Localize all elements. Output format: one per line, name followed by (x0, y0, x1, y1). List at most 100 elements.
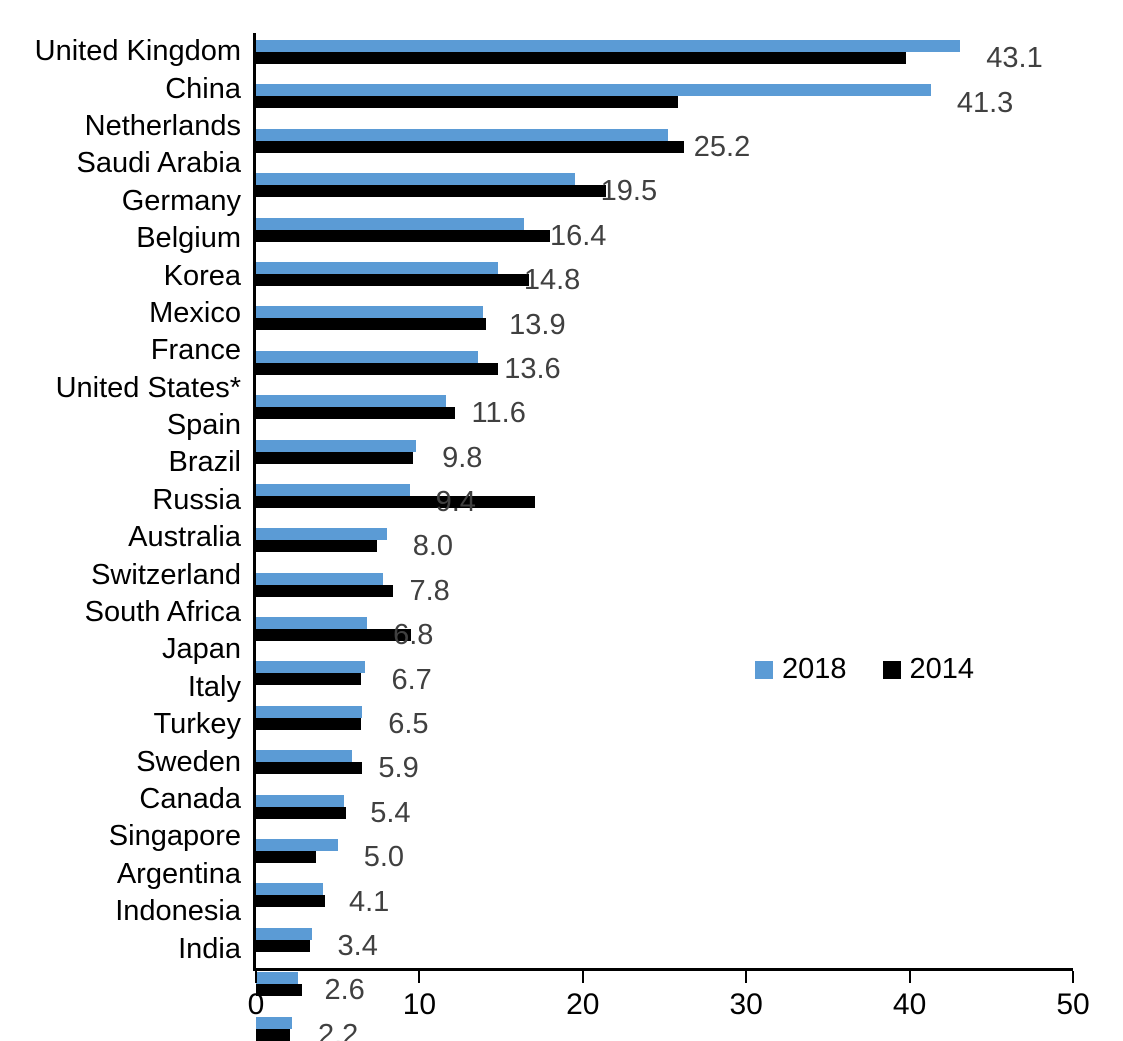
bar-2018 (256, 661, 366, 674)
x-axis-tick-label: 40 (892, 988, 927, 1021)
bar-2018 (256, 306, 484, 319)
category-label: Spain (166, 409, 241, 442)
category-label: India (178, 932, 241, 965)
x-axis-tick-label: 50 (1056, 988, 1090, 1021)
category-label: Germany (121, 184, 241, 217)
legend-swatch-2014 (882, 660, 901, 679)
bar-2014 (256, 273, 529, 286)
data-label: 2.2 (317, 1018, 359, 1041)
data-label: 7.8 (409, 574, 450, 607)
data-label: 14.8 (523, 264, 581, 297)
bar-2014 (256, 939, 310, 952)
category-label: Russia (152, 483, 241, 516)
bar-group-korea: 13.9 (256, 306, 1073, 343)
data-label: 9.8 (442, 441, 483, 474)
bar-2014 (256, 451, 413, 464)
bar-2018 (256, 173, 575, 186)
data-label: 25.2 (693, 130, 751, 163)
bar-2018 (256, 261, 498, 274)
bar-group-united-kingdom: 43.1 (256, 40, 1073, 77)
data-label: 13.9 (509, 308, 566, 341)
bar-2018 (256, 572, 384, 585)
x-axis-tick (255, 971, 257, 983)
category-label: Japan (161, 633, 241, 666)
bar-2018 (256, 395, 446, 408)
bar-2018 (256, 617, 368, 630)
category-label: Indonesia (115, 895, 241, 928)
category-label: United Kingdom (34, 35, 241, 68)
category-label: Italy (187, 670, 241, 703)
category-label: Korea (163, 259, 241, 292)
legend: 2018 2014 (755, 653, 974, 686)
category-label: Brazil (168, 446, 241, 479)
bar-2014 (256, 717, 361, 730)
bar-group-netherlands: 25.2 (256, 128, 1073, 166)
data-label: 9.4 (435, 486, 476, 519)
data-label: 3.4 (337, 930, 378, 962)
bar-2018 (256, 350, 479, 363)
x-axis-tick (581, 971, 584, 983)
category-label: Turkey (153, 708, 241, 741)
bar-2018 (256, 794, 345, 807)
bar-2014 (256, 140, 685, 153)
category-label: Argentina (116, 857, 241, 890)
x-axis-tick-label: 0 (247, 988, 265, 1021)
bar-2018 (256, 883, 323, 896)
legend-item-2018: 2018 (755, 653, 847, 686)
bar-group-germany: 16.4 (256, 217, 1073, 255)
bar-group-italy: 5.4 (256, 794, 1073, 832)
bar-group-argentina: 2.2 (256, 1016, 1073, 1041)
bar-group-china: 41.3 (256, 84, 1073, 121)
category-label: Australia (128, 521, 241, 554)
legend-swatch-2018 (755, 660, 773, 679)
bar-group-singapore: 2.6 (256, 972, 1073, 1009)
data-label: 19.5 (600, 175, 658, 208)
data-label: 5.9 (378, 752, 419, 785)
bar-group-united-states-: 9.8 (256, 439, 1073, 477)
data-label: 41.3 (956, 86, 1014, 119)
bar-2014 (256, 984, 302, 997)
category-label: Belgium (136, 222, 241, 255)
bar-2014 (256, 229, 551, 242)
category-label: Canada (139, 783, 241, 815)
bar-2018 (256, 528, 387, 541)
bar-2018 (256, 483, 410, 496)
bar-group-turkey: 5.0 (256, 839, 1073, 876)
data-label: 13.6 (504, 352, 561, 385)
bar-group-sweden: 4.1 (256, 883, 1073, 920)
data-label: 4.1 (348, 885, 390, 918)
bar-2014 (256, 96, 678, 109)
category-label: Switzerland (91, 558, 241, 591)
bar-2018 (256, 1016, 292, 1029)
category-axis: United Kingdom China Netherlands Saudi Arab… (0, 33, 241, 968)
legend-item-2014: 2014 (882, 653, 974, 686)
data-label: 5.4 (370, 796, 411, 829)
bar-group-south-africa: 6.5 (256, 705, 1073, 743)
bar-2014 (256, 52, 907, 64)
category-label: Mexico (149, 296, 241, 329)
x-axis-tick-label: 30 (729, 988, 763, 1021)
bar-2018 (256, 128, 668, 141)
category-label: France (150, 334, 241, 367)
data-label: 6.5 (388, 708, 429, 741)
bar-2018 (256, 839, 338, 852)
bar-2014 (256, 362, 498, 375)
bar-2014 (256, 540, 377, 553)
bar-2014 (256, 584, 394, 597)
bar-2018 (256, 439, 417, 452)
data-label: 6.7 (391, 663, 432, 696)
bar-2018 (256, 927, 312, 940)
category-label: South Africa (84, 596, 241, 629)
plot-area: 43.1 41.3 25.2 19.5 16.4 14.8 13.9 13.6 11.6 9.8 9… (248, 33, 1090, 1041)
bar-2014 (256, 407, 456, 420)
data-label: 16.4 (549, 219, 607, 252)
bar-2014 (256, 629, 412, 642)
data-label: 11.6 (471, 397, 526, 430)
data-label: 43.1 (986, 42, 1043, 75)
data-label: 5.0 (363, 841, 405, 874)
legend-label-2018: 2018 (782, 653, 847, 685)
x-axis-tick (418, 971, 421, 983)
bar-2014 (256, 185, 606, 198)
bar-2014 (256, 318, 487, 331)
